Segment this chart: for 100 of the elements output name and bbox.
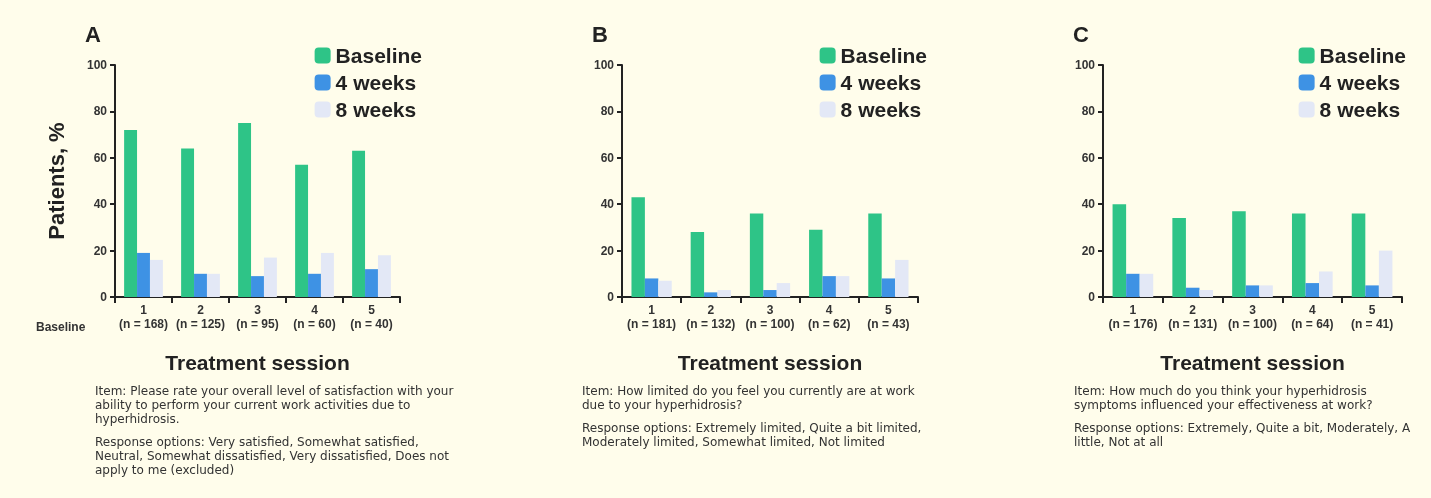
y-tick-label: 20 <box>600 243 615 258</box>
chart-title: C <box>1073 21 1089 47</box>
x-tick-label: 2 (n = 125) <box>175 303 226 331</box>
bar <box>1319 271 1333 297</box>
chart-title: A <box>85 21 101 47</box>
y-tick-label: 0 <box>100 290 108 304</box>
bar <box>206 273 220 297</box>
y-tick-label: 0 <box>1088 290 1096 304</box>
bar <box>320 252 334 297</box>
legend-label: 8 weeks <box>335 98 417 121</box>
bar <box>1365 285 1379 297</box>
x-tick-label: 3 (n = 100) <box>1227 303 1278 331</box>
y-tick-label: 100 <box>1074 58 1096 72</box>
bar <box>251 276 264 297</box>
legend-label: 4 weeks <box>840 71 922 94</box>
x-tick-label: 1 (n = 168) <box>118 303 169 331</box>
y-tick-label: 80 <box>93 104 108 119</box>
y-tick-label: 0 <box>607 290 615 304</box>
x-tick-label: 4 (n = 62) <box>808 303 851 331</box>
bar <box>763 290 777 297</box>
bar <box>881 278 896 297</box>
bar <box>238 123 252 297</box>
bar <box>631 197 645 297</box>
bar <box>194 273 207 297</box>
bar <box>308 273 321 297</box>
bar <box>1112 204 1127 297</box>
x-tick-label: 5 (n = 40) <box>350 303 393 331</box>
y-tick-label: 80 <box>600 104 615 119</box>
y-axis-title: Patients, % <box>43 122 69 240</box>
bar <box>1232 211 1246 297</box>
bar <box>644 278 659 297</box>
y-tick-label: 60 <box>93 150 108 165</box>
bar <box>295 164 309 297</box>
y-tick-label: 20 <box>93 243 108 258</box>
text: Response options: Extremely limited, Quite a bit limited, Moderately limited, Somewhat limited, Not limited <box>582 421 923 449</box>
y-tick-label: 20 <box>1081 243 1096 258</box>
x-axis-title: Treatment session <box>1160 351 1345 374</box>
bar <box>1199 290 1214 297</box>
bar <box>1305 283 1320 297</box>
y-tick-label: 60 <box>600 150 615 165</box>
x-tick-label: 4 (n = 64) <box>1291 303 1334 331</box>
text: Item: How limited do you feel you currently are at work due to your hyperhidrosis? <box>582 384 916 412</box>
bar <box>835 276 850 297</box>
bar <box>1378 250 1393 297</box>
legend-label: 8 weeks <box>1319 98 1401 121</box>
bar <box>868 213 882 297</box>
y-tick-label: 40 <box>600 197 615 212</box>
x-axis-title: Treatment session <box>677 351 863 374</box>
bar <box>1126 273 1140 297</box>
bar <box>809 229 823 297</box>
bar <box>1245 285 1260 297</box>
x-tick-label: 1 (n = 176) <box>1108 303 1158 331</box>
bar <box>137 252 150 297</box>
x-tick-label: 4 (n = 60) <box>293 303 336 331</box>
legend-label: 4 weeks <box>1319 71 1401 94</box>
bar <box>690 232 705 297</box>
text: Response options: Very satisfied, Somewhat satisfied, Neutral, Somewhat dissatisfied, Very dissatisfied, Does not apply to me (excluded) <box>95 435 450 477</box>
bar <box>1291 213 1306 297</box>
bar <box>1139 273 1154 297</box>
legend-label: Baseline <box>1319 44 1407 67</box>
bar <box>1172 218 1186 297</box>
bar <box>1259 285 1273 297</box>
x-tick-label: 3 (n = 95) <box>236 303 279 331</box>
bar <box>776 283 791 297</box>
x-tick-label: 5 (n = 41) <box>1350 303 1394 331</box>
bar <box>377 255 391 297</box>
y-tick-label: 60 <box>1081 150 1096 165</box>
bar <box>352 150 366 297</box>
legend-label: Baseline <box>840 44 928 67</box>
bar <box>263 257 277 297</box>
legend-label: Baseline <box>335 44 423 67</box>
legend-label: 8 weeks <box>840 98 922 121</box>
bar <box>124 129 138 297</box>
bar <box>1351 213 1366 297</box>
text: Item: Please rate your overall level of satisfaction with your ability to perform your current work activities due to hyperhidrosis. <box>95 384 455 426</box>
y-tick-label: 40 <box>1081 197 1096 212</box>
y-tick-label: 80 <box>1081 104 1096 119</box>
legend-label: 4 weeks <box>335 71 417 94</box>
x-axis-title: Treatment session <box>165 351 350 374</box>
y-tick-label: 40 <box>93 197 108 212</box>
text: Item: How much do you think your hyperhidrosis symptoms influenced your effectiveness at work? <box>1074 384 1374 412</box>
bar <box>895 259 909 297</box>
x-tick-label: 5 (n = 43) <box>867 303 910 331</box>
text: Response options: Extremely, Quite a bit, Moderately, A little, Not at all <box>1074 421 1411 449</box>
bar <box>181 148 195 297</box>
bar <box>704 292 718 297</box>
bar <box>1185 287 1200 297</box>
text: Baseline <box>36 320 86 334</box>
bar <box>149 259 163 297</box>
x-tick-label: 2 (n = 131) <box>1168 303 1218 331</box>
x-tick-label: 3 (n = 100) <box>745 303 795 331</box>
bar <box>658 280 672 297</box>
bar <box>749 213 764 297</box>
bar <box>717 290 731 297</box>
bar <box>365 269 378 297</box>
x-tick-label: 2 (n = 132) <box>686 303 736 331</box>
y-tick-label: 100 <box>86 58 108 72</box>
x-tick-label: 1 (n = 181) <box>627 303 677 331</box>
y-tick-label: 100 <box>593 58 615 72</box>
chart-title: B <box>592 21 608 47</box>
